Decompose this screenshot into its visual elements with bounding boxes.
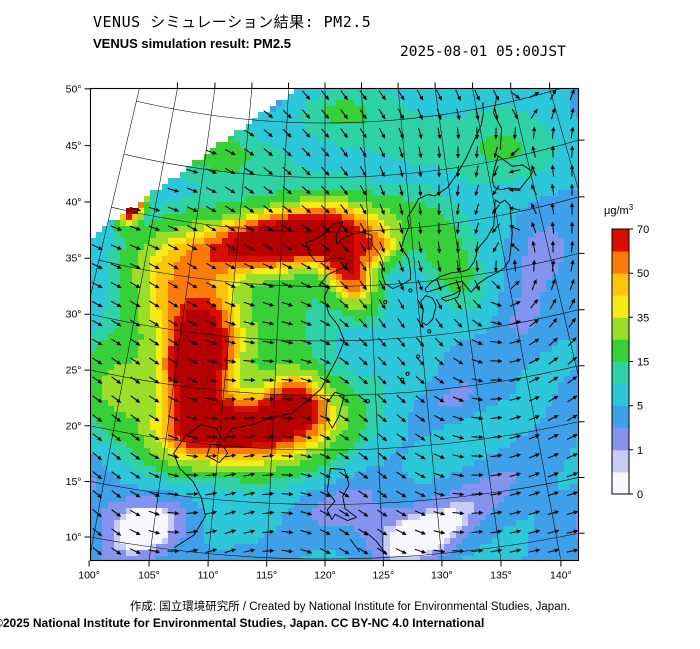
colorbar-band xyxy=(612,405,629,429)
wind-arrow-shafts xyxy=(91,89,576,554)
colorbar-unit-label: μg/m3 xyxy=(604,203,634,217)
colorbar-tick-label: 0 xyxy=(637,489,643,501)
pm25-raster-band xyxy=(126,208,354,448)
colorbar-tick-label: 70 xyxy=(637,224,649,236)
graticule-lines xyxy=(90,88,579,561)
pm25-raster-band xyxy=(126,214,372,448)
y-axis-tick-label: 45° xyxy=(66,140,82,152)
credit-line: 作成: 国立環境研究所 / Created by National Instit… xyxy=(129,601,571,613)
pm25-raster-band xyxy=(114,502,474,561)
y-axis-tick-label: 10° xyxy=(66,532,82,544)
page-title-english: VENUS simulation result: PM2.5 xyxy=(93,36,291,51)
y-axis-tick-label: 30° xyxy=(66,309,82,321)
x-axis-tick-label: 105° xyxy=(138,570,160,582)
island-dot xyxy=(427,329,432,334)
license-line: ©2025 National Institute for Environment… xyxy=(0,616,485,630)
x-axis-tick-label: 120° xyxy=(314,570,336,582)
y-axis-tick-label: 40° xyxy=(66,197,82,209)
colorbar-band xyxy=(612,383,629,407)
y-axis-tick-label: 25° xyxy=(66,365,82,377)
y-axis-tick-label: 50° xyxy=(66,83,82,95)
island-dot xyxy=(408,288,413,293)
pm25-raster-band xyxy=(90,88,558,496)
x-axis-tick-label: 110° xyxy=(198,570,219,582)
colorbar-tick-label: 35 xyxy=(637,312,649,324)
axis-ticks xyxy=(84,82,585,567)
x-axis-tick-label: 130° xyxy=(431,570,453,582)
colorbar-band xyxy=(612,251,629,274)
page-title-japanese: VENUS シミュレーション結果: PM2.5 xyxy=(93,13,372,31)
coastlines xyxy=(173,99,534,556)
colorbar-band xyxy=(612,229,629,252)
colorbar-band xyxy=(612,339,629,362)
colorbar-tick-label: 1 xyxy=(637,445,643,457)
pm25-raster-band xyxy=(120,208,390,460)
colorbar-tick-label: 15 xyxy=(637,357,649,369)
x-axis-tick-label: 140° xyxy=(550,570,572,582)
pm25-raster-band xyxy=(102,196,402,472)
colorbar-band xyxy=(612,317,629,340)
colorbar-band xyxy=(612,471,629,495)
map-frame xyxy=(89,87,580,562)
pm25-raster-band xyxy=(90,100,522,484)
colorbar-ticks xyxy=(629,228,633,495)
x-axis-tick-label: 100° xyxy=(78,570,100,582)
valid-time-label: 2025-08-01 05:00JST xyxy=(400,44,566,60)
x-axis-tick-label: 125° xyxy=(372,570,394,582)
x-axis-tick-label: 115° xyxy=(256,570,277,582)
colorbar-band xyxy=(612,295,629,318)
colorbar-band xyxy=(612,427,629,451)
colorbar-band xyxy=(612,273,629,296)
colorbar-band xyxy=(612,449,629,473)
y-axis-tick-label: 15° xyxy=(66,476,82,488)
y-axis-tick-label: 20° xyxy=(66,420,82,432)
island-dot xyxy=(383,300,388,305)
plot-area xyxy=(90,88,579,561)
x-axis-tick-label: 135° xyxy=(490,570,512,582)
colorbar-band xyxy=(612,361,629,384)
y-axis-tick-label: 35° xyxy=(66,253,82,265)
island-dot xyxy=(405,371,410,376)
colorbar-tick-label: 50 xyxy=(637,268,649,280)
pm25-raster-band xyxy=(138,202,384,454)
island-dot xyxy=(416,354,421,359)
pm25-raster-band xyxy=(90,226,579,561)
colorbar-tick-label: 5 xyxy=(637,401,643,413)
pm25-raster-band xyxy=(90,88,579,561)
